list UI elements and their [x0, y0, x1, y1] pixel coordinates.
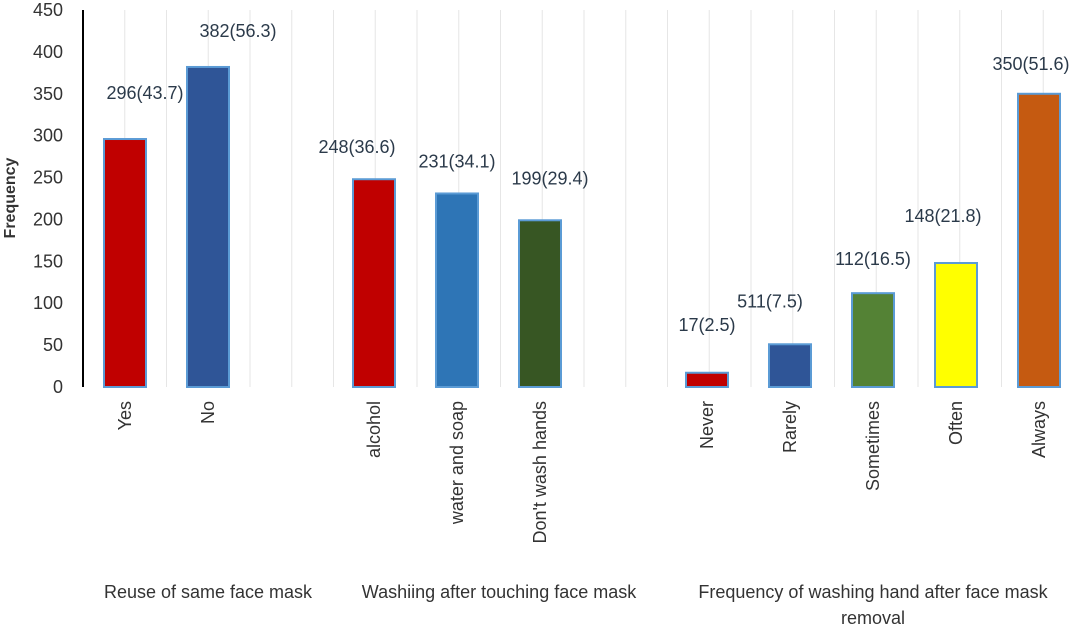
y-tick-label: 250: [33, 168, 63, 188]
category-label: Don't wash hands: [530, 401, 550, 544]
y-tick-label: 100: [33, 293, 63, 313]
bar-often: [934, 262, 978, 388]
data-labels: 296(43.7) 382(56.3) 248(36.6) 231(34.1) 199(…: [106, 21, 1069, 335]
y-tick-label: 450: [33, 0, 63, 20]
y-tick-label: 200: [33, 209, 63, 229]
category-label: Always: [1029, 401, 1049, 458]
bar-sometimes: [851, 292, 895, 388]
group-labels: Reuse of same face mask Washiing after to…: [104, 582, 1049, 627]
category-label: No: [198, 401, 218, 424]
y-tick-label: 50: [43, 335, 63, 355]
y-axis-ticks: 0 50 100 150 200 250 300 350 400 450: [33, 0, 63, 397]
bar-rarely: [768, 343, 812, 389]
bar-yes: [103, 138, 147, 388]
group-label: Frequency of washing hand after face mas…: [698, 582, 1048, 602]
category-label: Never: [697, 401, 717, 449]
group-label: removal: [841, 608, 905, 627]
data-label: 112(16.5): [835, 249, 911, 269]
y-tick-label: 150: [33, 251, 63, 271]
group-label: Washiing after touching face mask: [362, 582, 637, 602]
y-tick-label: 350: [33, 84, 63, 104]
bar-water-and-soap: [435, 192, 479, 388]
data-label: 231(34.1): [418, 151, 495, 171]
data-label: 511(7.5): [737, 291, 803, 311]
bar-don-t-wash-hands: [518, 219, 562, 388]
group-label: Reuse of same face mask: [104, 582, 313, 602]
y-tick-label: 300: [33, 126, 63, 146]
bar-always: [1017, 92, 1061, 389]
category-label: alcohol: [364, 401, 384, 458]
data-label: 148(21.8): [904, 206, 981, 226]
y-tick-label: 0: [53, 377, 63, 397]
category-labels: Yes No alcohol water and soap Don't wash han…: [115, 401, 1049, 544]
grid-lines: [124, 10, 1044, 387]
category-label: Rarely: [780, 401, 800, 453]
bars: [103, 65, 1061, 389]
data-label: 350(51.6): [992, 54, 1069, 74]
y-axis-label: Frequency: [2, 157, 19, 238]
bar-alcohol: [352, 178, 396, 388]
category-label: Sometimes: [863, 401, 883, 491]
data-label: 382(56.3): [199, 21, 276, 41]
data-label: 296(43.7): [106, 83, 183, 103]
category-label: water and soap: [447, 401, 467, 525]
category-label: Often: [946, 401, 966, 445]
bar-never: [685, 371, 729, 389]
data-label: 248(36.6): [318, 137, 395, 157]
data-label: 17(2.5): [678, 315, 735, 335]
category-label: Yes: [115, 401, 135, 430]
y-tick-label: 400: [33, 42, 63, 62]
data-label: 199(29.4): [511, 168, 588, 188]
bar-no: [186, 65, 230, 388]
